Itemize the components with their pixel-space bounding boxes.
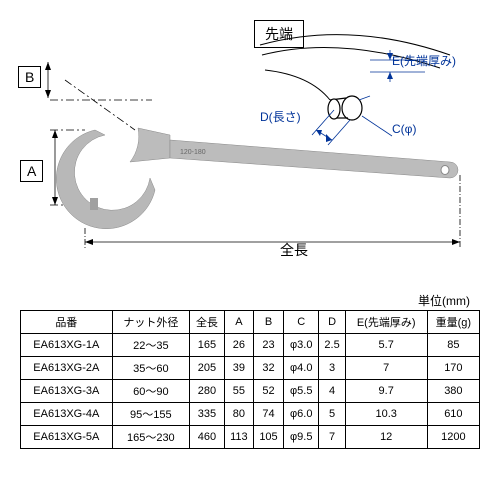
table-cell: 170 (427, 357, 479, 380)
table-cell: 39 (224, 357, 253, 380)
table-cell: 35～60 (112, 357, 189, 380)
table-cell: 380 (427, 380, 479, 403)
table-row: EA613XG-4A95～1553358074φ6.0510.3610 (21, 403, 480, 426)
svg-text:120-180: 120-180 (180, 149, 206, 156)
table-cell: 280 (190, 380, 225, 403)
table-cell: φ4.0 (284, 357, 319, 380)
table-cell: 9.7 (345, 380, 427, 403)
label-e: E(先端厚み) (392, 52, 456, 69)
table-header: 品番 (21, 311, 113, 334)
table-cell: 32 (253, 357, 283, 380)
table-cell: 7 (345, 357, 427, 380)
table-cell: φ5.5 (284, 380, 319, 403)
table-cell: φ6.0 (284, 403, 319, 426)
table-row: EA613XG-1A22～351652623φ3.02.55.785 (21, 334, 480, 357)
table-cell: 5 (319, 403, 345, 426)
table-cell: 7 (319, 426, 345, 449)
table-cell: 74 (253, 403, 283, 426)
table-cell: 80 (224, 403, 253, 426)
table-cell: 23 (253, 334, 283, 357)
table-cell: φ3.0 (284, 334, 319, 357)
table-cell: 3 (319, 357, 345, 380)
table-header: B (253, 311, 283, 334)
table-cell: φ9.5 (284, 426, 319, 449)
table-cell: EA613XG-1A (21, 334, 113, 357)
table-row: EA613XG-5A165～230460113105φ9.57121200 (21, 426, 480, 449)
table-cell: 95～155 (112, 403, 189, 426)
label-c: C(φ) (392, 122, 416, 136)
table-cell: 10.3 (345, 403, 427, 426)
table-cell: 165 (190, 334, 225, 357)
table-cell: 52 (253, 380, 283, 403)
table-cell: 85 (427, 334, 479, 357)
table-header: E(先端厚み) (345, 311, 427, 334)
table-cell: 1200 (427, 426, 479, 449)
table-cell: 5.7 (345, 334, 427, 357)
table-cell: 2.5 (319, 334, 345, 357)
table-header: C (284, 311, 319, 334)
table-cell: 105 (253, 426, 283, 449)
table-cell: EA613XG-2A (21, 357, 113, 380)
diagram-area: 120-180 先端 B A E(先端厚み) D(長さ) C( (0, 0, 500, 290)
table-cell: EA613XG-4A (21, 403, 113, 426)
spec-table: 品番ナット外径全長ABCDE(先端厚み)重量(g) EA613XG-1A22～3… (20, 310, 480, 449)
table-header: A (224, 311, 253, 334)
table-row: EA613XG-3A60～902805552φ5.549.7380 (21, 380, 480, 403)
label-total-length: 全長 (280, 240, 308, 260)
table-cell: EA613XG-3A (21, 380, 113, 403)
table-cell: 60～90 (112, 380, 189, 403)
table-cell: 22～35 (112, 334, 189, 357)
unit-label: 単位(mm) (418, 292, 470, 309)
table-cell: 12 (345, 426, 427, 449)
table-header: D (319, 311, 345, 334)
label-d: D(長さ) (260, 108, 301, 125)
table-cell: 26 (224, 334, 253, 357)
table-cell: 610 (427, 403, 479, 426)
table-cell: EA613XG-5A (21, 426, 113, 449)
table-cell: 55 (224, 380, 253, 403)
table-header: 重量(g) (427, 311, 479, 334)
table-cell: 165～230 (112, 426, 189, 449)
table-cell: 335 (190, 403, 225, 426)
table-cell: 460 (190, 426, 225, 449)
dim-box-a: A (20, 160, 43, 182)
table-header: ナット外径 (112, 311, 189, 334)
dim-box-b: B (18, 66, 41, 88)
detail-title-box: 先端 (254, 20, 304, 48)
table-cell: 113 (224, 426, 253, 449)
table-cell: 205 (190, 357, 225, 380)
table-header: 全長 (190, 311, 225, 334)
table-row: EA613XG-2A35～602053932φ4.037170 (21, 357, 480, 380)
table-cell: 4 (319, 380, 345, 403)
